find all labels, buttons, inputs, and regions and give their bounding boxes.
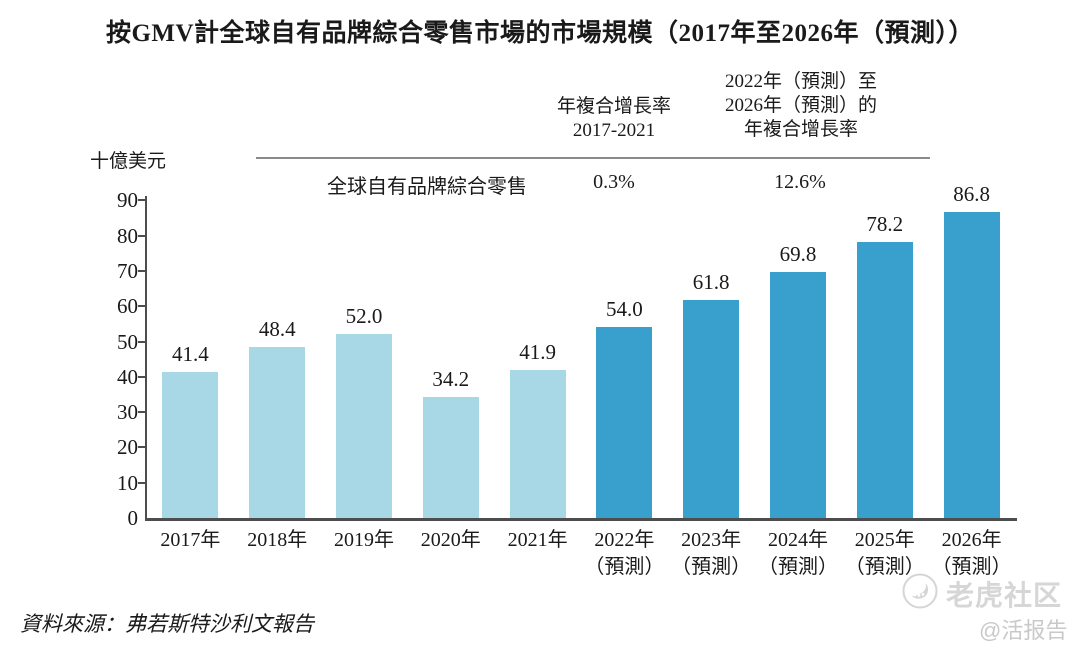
cagr-header-line: 2026年（預測）的 (724, 95, 878, 116)
x-axis-tick-label: 2023年 （預測） (668, 527, 755, 581)
x-axis-tick-label: 2017年 (147, 527, 234, 581)
bar-2017年 (162, 371, 219, 518)
bar-2022年（預測） (596, 327, 653, 518)
y-axis-tick-mark (138, 375, 145, 378)
bar-value-label: 48.4 (258, 317, 296, 342)
x-axis-tick-label-line: 2026年 (941, 529, 1002, 551)
x-axis-tick-label-line: （預測） (844, 556, 925, 578)
x-axis-tick-label-line: （預測） (584, 556, 665, 578)
x-axis-tick-label: 2019年 (321, 527, 408, 581)
y-axis-tick-mark (138, 269, 145, 272)
y-axis-tick-mark (138, 234, 145, 237)
x-axis-tick-label: 2021年 (494, 527, 581, 581)
x-axis-baseline (145, 518, 1017, 521)
bar-value-label: 41.9 (519, 340, 556, 365)
bar-value-label: 54.0 (606, 297, 643, 322)
bar-2021年 (509, 370, 566, 518)
cagr-header-line: 年複合增長率 (556, 96, 672, 117)
bar-slot: 34.2 (407, 175, 494, 518)
x-axis-tick-label-line: 2018年 (247, 529, 308, 551)
y-axis-tick-mark (138, 481, 145, 484)
bar-value-label: 61.8 (692, 269, 730, 294)
bar-value-label: 86.8 (953, 181, 990, 206)
bar-slot: 86.8 (928, 175, 1015, 518)
x-axis-tick-label-line: 2024年 (767, 529, 828, 551)
bar-2024年（預測） (769, 271, 826, 518)
bar-value-label: 78.2 (866, 211, 904, 236)
bar-2025年（預測） (856, 241, 913, 518)
x-axis-tick-label-line: 2020年 (420, 529, 481, 551)
cagr-value-2022-2026: 12.6% (774, 171, 826, 193)
y-axis-tick-label: 60 (117, 294, 138, 319)
watermark-handle: @活报告 (979, 618, 1068, 643)
bar-slot: 69.8 (755, 175, 842, 518)
cagr-header-line: 2017-2021 (572, 120, 656, 141)
y-axis-tick-mark (138, 305, 145, 308)
y-axis-tick-label: 40 (117, 364, 138, 389)
x-axis-tick-label: 2022年 （預測） (581, 527, 668, 581)
y-axis-unit-label: 十億美元 (90, 151, 167, 172)
x-axis-tick-label: 2026年 （預測） (928, 527, 1015, 581)
x-axis-tick-label: 2024年 （預測） (755, 527, 842, 581)
bar-value-label: 52.0 (345, 304, 383, 329)
cagr-header-line: 2022年（預測）至 (724, 71, 878, 92)
y-axis-tick-label: 80 (117, 223, 138, 248)
bar-slot: 52.0 (321, 175, 408, 518)
x-axis-tick-label-line: 2021年 (507, 529, 568, 551)
bar-2019年 (335, 334, 392, 518)
x-axis-tick-label-line: 2017年 (160, 529, 221, 551)
bar-value-label: 41.4 (172, 341, 209, 366)
tiger-logo-icon (902, 573, 938, 609)
y-axis-tick-mark (138, 199, 145, 202)
x-axis-tick-label: 2018年 (234, 527, 321, 581)
x-axis-tick-label-line: 2023年 (681, 529, 742, 551)
y-axis-tick-mark (138, 446, 145, 449)
header-rule (256, 157, 930, 159)
y-axis-tick-label: 50 (117, 329, 138, 354)
cagr-header-2017-2021: 年複合增長率 2017-2021 (557, 95, 671, 143)
y-axis-tick-label: 10 (117, 470, 138, 495)
bar-value-label: 69.8 (779, 241, 817, 266)
bar-2018年 (249, 347, 306, 518)
watermark-brand: 老虎社区 (946, 580, 1063, 611)
y-axis-tick-label: 20 (117, 435, 138, 460)
x-axis-tick-label-line: 2019年 (333, 529, 394, 551)
x-axis-tick-label-line: （預測） (931, 556, 1012, 578)
y-axis-tick-label: 90 (117, 188, 138, 213)
bar-plot-area: 41.4 48.4 52.0 34.2 41.9 54.0 61.8 69.8 78.2 86.8 (147, 175, 1015, 518)
bar-slot: 41.4 (147, 175, 234, 518)
x-axis-tick-label-line: 2025年 (854, 529, 915, 551)
bar-slot: 54.0 (581, 175, 668, 518)
bar-slot: 41.9 (494, 175, 581, 518)
x-axis-tick-label: 2025年 （預測） (841, 527, 928, 581)
x-axis-tick-label: 2020年 (407, 527, 494, 581)
source-note: 資料來源：弗若斯特沙利文報告 (20, 612, 314, 636)
cagr-header-line: 年複合增長率 (743, 119, 859, 140)
y-axis-tick-mark (138, 411, 145, 414)
cagr-value-2017-2021: 0.3% (593, 171, 635, 193)
bar-2026年（預測） (943, 211, 1000, 518)
series-label: 全球自有品牌綜合零售 (327, 176, 527, 198)
x-axis-tick-label-line: （預測） (757, 556, 838, 578)
bar-slot: 61.8 (668, 175, 755, 518)
cagr-header-2022-2026: 2022年（預測）至 2026年（預測）的 年複合增長率 (725, 70, 877, 142)
y-axis-tick-label: 70 (117, 258, 138, 283)
x-axis-tick-label-line: （預測） (671, 556, 752, 578)
y-axis-tick-label: 30 (117, 400, 138, 425)
y-axis-tick-label: 0 (127, 506, 139, 530)
chart-title: 按GMV計全球自有品牌綜合零售市場的市場規模（2017年至2026年（預測）） (105, 20, 975, 47)
bar-2020年 (422, 397, 479, 518)
y-axis-tick-mark (138, 340, 145, 343)
bar-2023年（預測） (683, 299, 740, 518)
x-axis-tick-label-line: 2022年 (594, 529, 655, 551)
bar-value-label: 34.2 (432, 367, 470, 392)
x-axis-labels: 2017年 2018年 2019年 2020年 2021年 2022年 （預測） 2023年 （… (147, 527, 1015, 581)
y-axis-line (145, 196, 147, 521)
bar-slot: 48.4 (234, 175, 321, 518)
bar-slot: 78.2 (841, 175, 928, 518)
